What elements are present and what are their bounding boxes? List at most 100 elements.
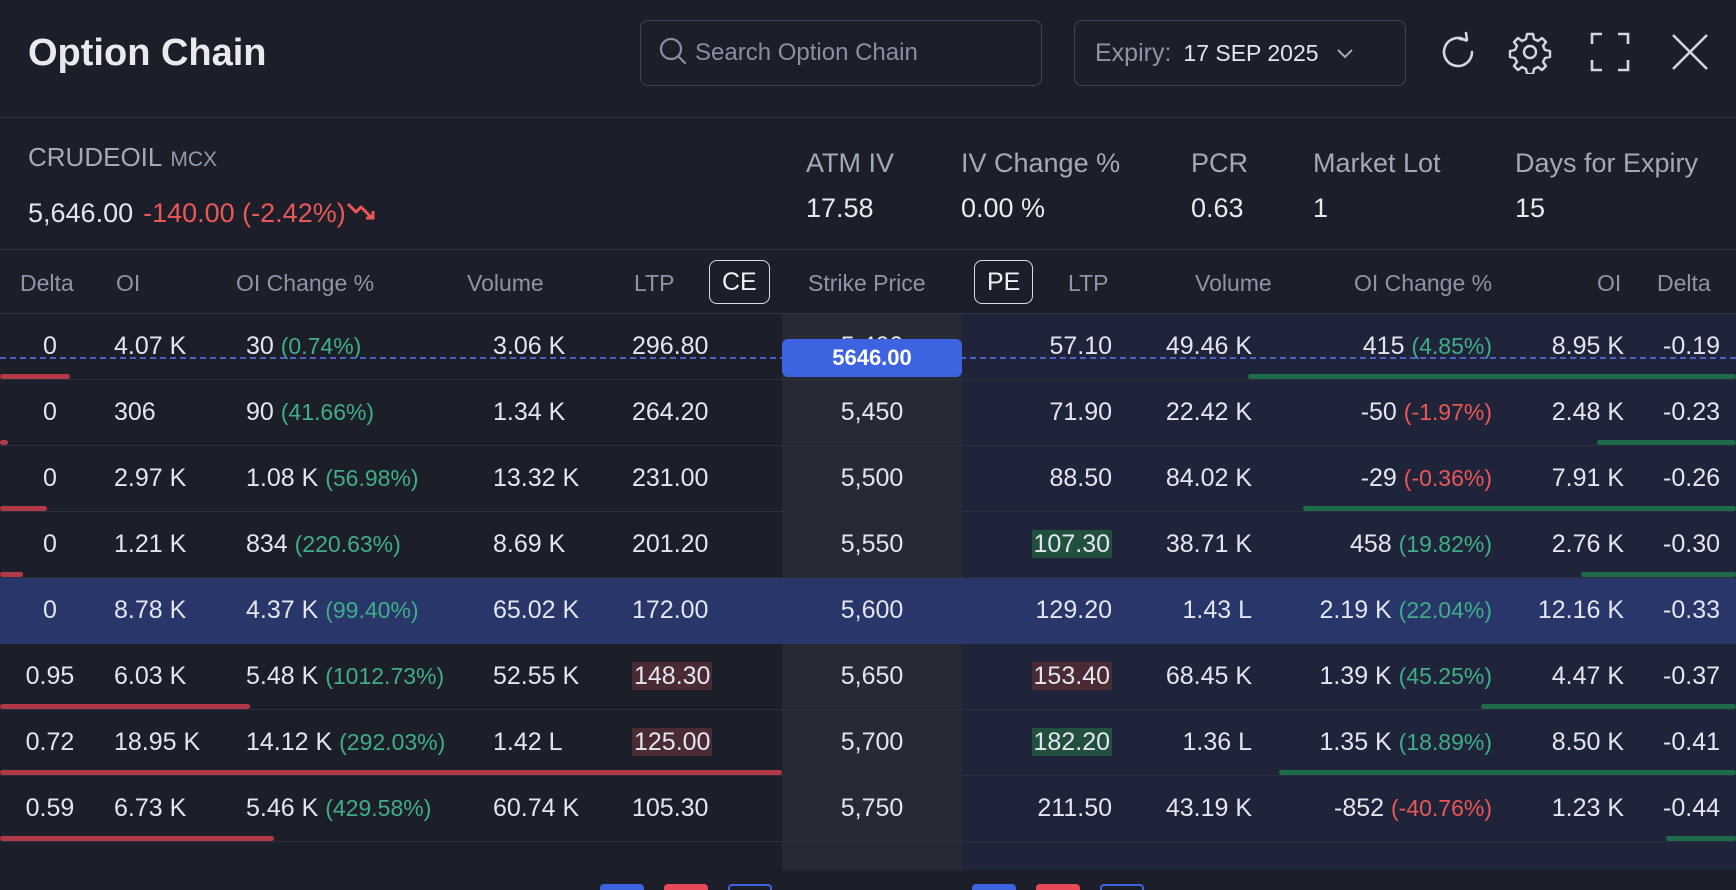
bottom-control[interactable] [728, 884, 772, 890]
oi-change-percent: (45.25%) [1398, 663, 1492, 689]
ce-oi-change: 14.12 K (292.03%) [246, 728, 476, 757]
bottom-control[interactable] [1100, 884, 1144, 890]
bottom-control[interactable] [1036, 884, 1080, 890]
pe-oi: 8.95 K [1551, 332, 1624, 360]
oi-change-percent: (-1.97%) [1403, 399, 1492, 425]
ce-oi-change: 5.48 K (1012.73%) [246, 662, 476, 691]
table-row[interactable]: 0.72 18.95 K 14.12 K (292.03%) 1.42 L 125.00… [0, 710, 1736, 776]
oi-change-value: 1.08 K [246, 464, 319, 492]
ce-oi-change: 4.37 K (99.40%) [246, 596, 476, 625]
pe-delta: -0.44 [1663, 794, 1720, 822]
pe-oi: 1.23 K [1551, 794, 1624, 822]
ce-volume: 60.74 K [493, 794, 580, 822]
ltp-value: 182.20 [1031, 728, 1112, 756]
pe-oi-bar [1279, 770, 1736, 775]
ce-oi-change: 30 (0.74%) [246, 332, 476, 361]
pe-ltp: 211.50 [962, 794, 1112, 823]
pe-volume: 68.45 K [1165, 662, 1252, 690]
ltp-value: 129.20 [1035, 596, 1112, 624]
page-title: Option Chain [28, 32, 267, 74]
ce-oi-bar [0, 836, 274, 841]
ce-oi-change: 834 (220.63%) [246, 530, 476, 559]
pe-oi: 7.91 K [1551, 464, 1624, 492]
table-row[interactable]: 0 306 90 (41.66%) 1.34 K 264.20 5,450 71.90 22.… [0, 380, 1736, 446]
col-ce-oi-change[interactable]: OI Change % [236, 270, 375, 296]
oi-change-value: -852 [1334, 794, 1385, 822]
ce-ltp: 201.20 [632, 530, 752, 559]
pe-volume: 1.36 L [1182, 728, 1252, 756]
symbol-text: CRUDEOIL [28, 142, 163, 172]
oi-change-value: 1.39 K [1319, 662, 1392, 690]
col-ce-ltp[interactable]: LTP [634, 270, 675, 296]
spot-price-badge: 5646.00 [782, 339, 962, 377]
pe-volume: 84.02 K [1165, 464, 1252, 492]
pe-oi-change: 1.35 K (18.89%) [1262, 728, 1492, 757]
ce-delta: 0 [43, 398, 57, 426]
ce-oi-bar [0, 374, 70, 379]
search-icon [657, 35, 695, 72]
search-input[interactable] [695, 39, 1035, 67]
refresh-icon[interactable] [1436, 30, 1480, 74]
ce-ltp: 231.00 [632, 464, 752, 493]
fullscreen-icon[interactable] [1588, 30, 1632, 74]
col-pe-oi[interactable]: OI [1597, 270, 1622, 296]
pe-delta: -0.30 [1663, 530, 1720, 558]
ce-volume: 65.02 K [493, 596, 580, 624]
pe-oi: 8.50 K [1551, 728, 1624, 756]
col-pe-oi-change[interactable]: OI Change % [1354, 270, 1493, 296]
ce-volume: 1.42 L [493, 728, 563, 756]
pe-oi: 2.48 K [1551, 398, 1624, 426]
oi-change-value: 90 [246, 398, 274, 426]
strike-price: 5,650 [840, 662, 904, 690]
pe-ltp: 129.20 [962, 596, 1112, 625]
col-ce-delta[interactable]: Delta [20, 270, 74, 296]
stat-atm-iv: ATM IV 17.58 [806, 148, 894, 224]
table-row[interactable]: 0 2.97 K 1.08 K (56.98%) 13.32 K 231.00 5,500… [0, 446, 1736, 512]
stat-value: 15 [1515, 193, 1546, 223]
ce-oi-bar [0, 506, 47, 511]
pe-oi: 2.76 K [1551, 530, 1624, 558]
table-row[interactable]: 0 8.78 K 4.37 K (99.40%) 65.02 K 172.00 5,600… [0, 578, 1736, 644]
table-row[interactable]: 0.95 6.03 K 5.48 K (1012.73%) 52.55 K 148.30… [0, 644, 1736, 710]
col-strike[interactable]: Strike Price [808, 270, 926, 296]
stat-value: 0.00 % [961, 193, 1046, 223]
ce-volume: 52.55 K [493, 662, 580, 690]
oi-change-value: 458 [1350, 530, 1392, 558]
ce-ltp: 105.30 [632, 794, 752, 823]
close-icon[interactable] [1668, 30, 1712, 74]
table-row[interactable]: 0.59 6.73 K 5.46 K (429.58%) 60.74 K 105.30 5… [0, 776, 1736, 842]
ltp-value: 57.10 [1049, 332, 1112, 360]
oi-change-percent: (1012.73%) [325, 663, 445, 689]
expiry-dropdown[interactable]: Expiry: 17 SEP 2025 [1074, 20, 1406, 86]
ltp-value: 201.20 [632, 530, 709, 558]
table-row[interactable]: 04.07 K30 (0.74%)3.06 K296.805,40057.104… [0, 314, 1736, 380]
ce-chip[interactable]: CE [709, 260, 770, 304]
ce-oi: 1.21 K [114, 530, 187, 558]
col-ce-oi[interactable]: OI [116, 270, 141, 296]
pe-oi-bar [1597, 440, 1736, 445]
pe-chip[interactable]: PE [974, 260, 1034, 304]
bottom-control[interactable] [600, 884, 644, 890]
ce-oi: 306 [114, 398, 156, 426]
pe-oi-change: -29 (-0.36%) [1262, 464, 1492, 493]
pe-oi-change: 458 (19.82%) [1262, 530, 1492, 559]
oi-change-percent: (429.58%) [325, 795, 432, 821]
ltp-value: 211.50 [1037, 794, 1112, 822]
bottom-control[interactable] [972, 884, 1016, 890]
oi-change-percent: (220.63%) [294, 531, 401, 557]
oi-change-value: 14.12 K [246, 728, 333, 756]
bottom-control[interactable] [664, 884, 708, 890]
search-box[interactable] [640, 20, 1042, 86]
stat-label: PCR [1191, 148, 1249, 178]
ce-volume: 1.34 K [493, 398, 566, 426]
gear-icon[interactable] [1508, 30, 1552, 76]
col-pe-ltp[interactable]: LTP [1068, 270, 1109, 296]
strike-price: 5,550 [840, 530, 904, 558]
col-pe-delta[interactable]: Delta [1657, 270, 1711, 296]
col-pe-volume[interactable]: Volume [1195, 270, 1272, 296]
col-ce-volume[interactable]: Volume [467, 270, 544, 296]
ce-oi: 8.78 K [114, 596, 187, 624]
pe-ltp: 88.50 [962, 464, 1112, 493]
expiry-label: Expiry: [1095, 38, 1172, 67]
table-row[interactable]: 0 1.21 K 834 (220.63%) 8.69 K 201.20 5,550 107… [0, 512, 1736, 578]
